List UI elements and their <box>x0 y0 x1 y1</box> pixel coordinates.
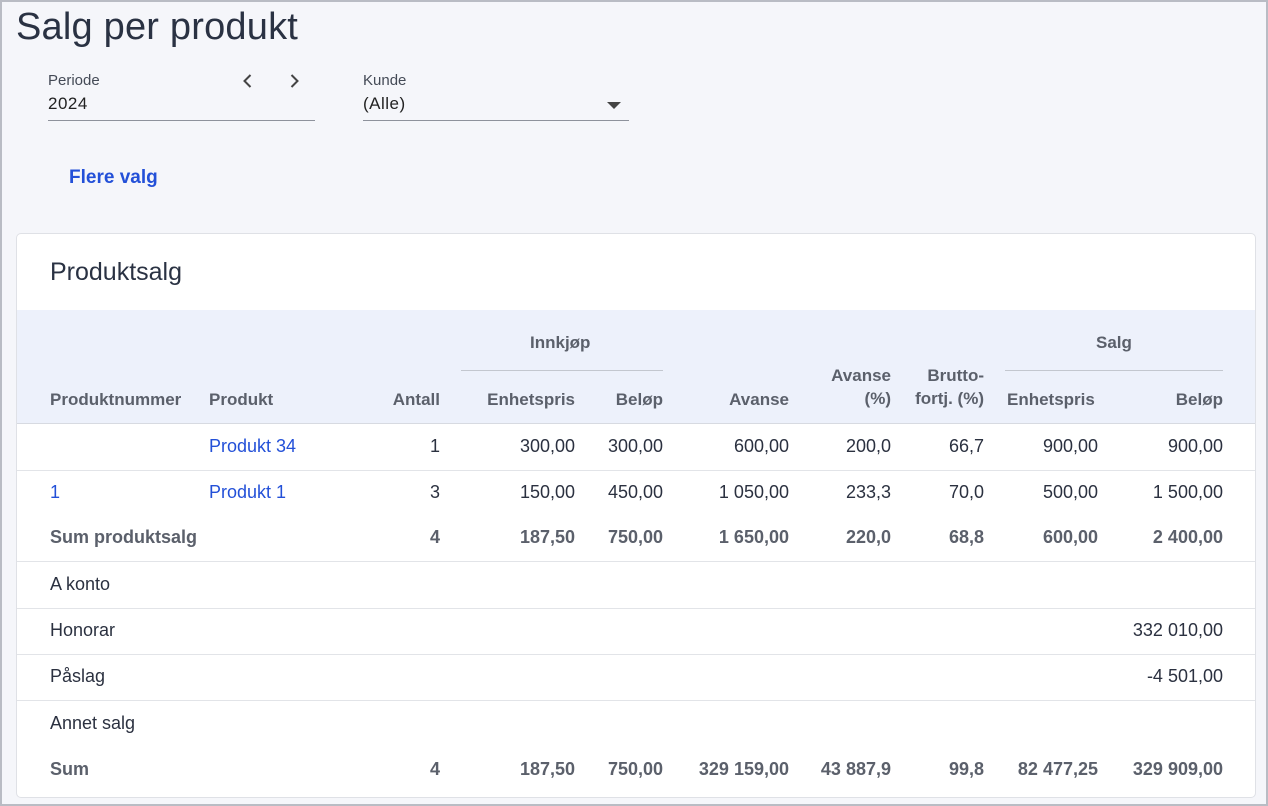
sum-produktsalg-row: Sum produktsalg 4 187,50 750,00 1 650,00… <box>17 515 1255 562</box>
periode-field[interactable]: Periode 2024 <box>48 72 315 121</box>
header-produktnummer[interactable]: Produktnummer <box>50 390 182 409</box>
paslag-row: Påslag -4 501,00 <box>17 654 1255 701</box>
group-divider-innkjop <box>461 370 663 371</box>
cell-innkjop-belop: 750,00 <box>607 759 663 779</box>
header-innkjop-belop[interactable]: Beløp <box>615 390 663 409</box>
honorar-label: Honorar <box>50 620 116 640</box>
group-divider-salg <box>1005 370 1223 371</box>
header-avanse-pct[interactable]: Avanse (%) <box>831 366 891 409</box>
cell-avanse-pct: 200,0 <box>845 436 891 456</box>
header-bruttofortjeneste[interactable]: Brutto- fortj. (%) <box>915 366 984 409</box>
sum-produktsalg-label: Sum produktsalg <box>50 527 198 547</box>
header-produkt[interactable]: Produkt <box>209 390 274 409</box>
kunde-label: Kunde <box>363 72 407 89</box>
table-header: Innkjøp Salg Produktnummer Produkt Antal… <box>17 310 1255 424</box>
header-avanse[interactable]: Avanse <box>729 390 789 409</box>
header-group-salg: Salg <box>1096 333 1132 352</box>
kunde-value[interactable]: (Alle) <box>363 94 406 113</box>
cell-produktnummer[interactable]: 1 <box>50 482 61 502</box>
cell-salg-belop: 900,00 <box>1167 436 1223 456</box>
cell-innkjop-enhetspris: 187,50 <box>519 759 575 779</box>
periode-label: Periode <box>48 72 100 89</box>
dropdown-caret-icon[interactable] <box>607 102 621 109</box>
cell-avanse: 1 050,00 <box>718 482 789 502</box>
annet-salg-row: Annet salg <box>17 701 1255 747</box>
cell-avanse: 600,00 <box>733 436 789 456</box>
cell-avanse: 329 159,00 <box>698 759 789 779</box>
a-konto-row: A konto <box>17 562 1255 609</box>
cell-produkt[interactable]: Produkt 34 <box>209 436 297 456</box>
cell-avanse-pct: 233,3 <box>845 482 891 502</box>
header-group-innkjop: Innkjøp <box>530 333 591 352</box>
annet-salg-label: Annet salg <box>50 713 136 733</box>
sum-row: Sum 4 187,50 750,00 329 159,00 43 887,9 … <box>17 747 1255 793</box>
periode-value[interactable]: 2024 <box>48 94 88 113</box>
page-title: Salg per produkt <box>16 6 299 48</box>
cell-salg-belop: 2 400,00 <box>1152 527 1223 547</box>
chevron-right-icon[interactable] <box>285 72 303 90</box>
cell-salg-belop: 1 500,00 <box>1152 482 1223 502</box>
cell-antall: 4 <box>429 759 440 779</box>
cell-brutto: 68,8 <box>948 527 984 547</box>
kunde-select[interactable]: Kunde (Alle) <box>363 72 629 121</box>
cell-avanse-pct: 220,0 <box>845 527 891 547</box>
cell-brutto: 70,0 <box>948 482 984 502</box>
header-brutto-line2: fortj. (%) <box>915 389 984 408</box>
cell-innkjop-enhetspris: 300,00 <box>519 436 575 456</box>
header-innkjop-enhetspris[interactable]: Enhetspris <box>487 390 575 409</box>
cell-salg-belop: 332 010,00 <box>1132 620 1223 640</box>
honorar-row: Honorar 332 010,00 <box>17 608 1255 655</box>
more-options-link[interactable]: Flere valg <box>69 167 158 188</box>
produktsalg-card: Produktsalg Innkjøp Salg Produktnummer P… <box>16 233 1256 798</box>
header-avanse-pct-line2: (%) <box>864 389 891 408</box>
cell-innkjop-belop: 450,00 <box>607 482 663 502</box>
cell-salg-enhetspris: 500,00 <box>1042 482 1098 502</box>
header-brutto-line1: Brutto- <box>927 366 984 385</box>
cell-innkjop-enhetspris: 150,00 <box>519 482 575 502</box>
cell-innkjop-enhetspris: 187,50 <box>519 527 575 547</box>
cell-antall: 4 <box>429 527 440 547</box>
cell-brutto: 99,8 <box>948 759 984 779</box>
header-avanse-pct-line1: Avanse <box>831 366 891 385</box>
cell-salg-enhetspris: 900,00 <box>1042 436 1098 456</box>
cell-salg-enhetspris: 600,00 <box>1042 527 1098 547</box>
cell-salg-belop: -4 501,00 <box>1146 666 1223 686</box>
sum-label: Sum <box>50 759 90 779</box>
header-salg-belop[interactable]: Beløp <box>1175 390 1223 409</box>
header-antall[interactable]: Antall <box>392 390 440 409</box>
cell-brutto: 66,7 <box>948 436 984 456</box>
cell-salg-belop: 329 909,00 <box>1132 759 1223 779</box>
cell-antall: 1 <box>429 436 440 456</box>
table-row: Produkt 34 1 300,00 300,00 600,00 200,0 … <box>17 424 1255 471</box>
a-konto-label: A konto <box>50 574 111 594</box>
chevron-left-icon[interactable] <box>239 72 257 90</box>
cell-avanse-pct: 43 887,9 <box>820 759 891 779</box>
cell-innkjop-belop: 300,00 <box>607 436 663 456</box>
card-title: Produktsalg <box>50 258 183 286</box>
cell-avanse: 1 650,00 <box>718 527 789 547</box>
cell-antall: 3 <box>429 482 440 502</box>
header-salg-enhetspris[interactable]: Enhetspris <box>1007 390 1095 409</box>
paslag-label: Påslag <box>50 666 106 686</box>
cell-innkjop-belop: 750,00 <box>607 527 663 547</box>
cell-produkt[interactable]: Produkt 1 <box>209 482 287 502</box>
table-row: 1 Produkt 1 3 150,00 450,00 1 050,00 233… <box>17 470 1255 516</box>
cell-salg-enhetspris: 82 477,25 <box>1017 759 1098 779</box>
